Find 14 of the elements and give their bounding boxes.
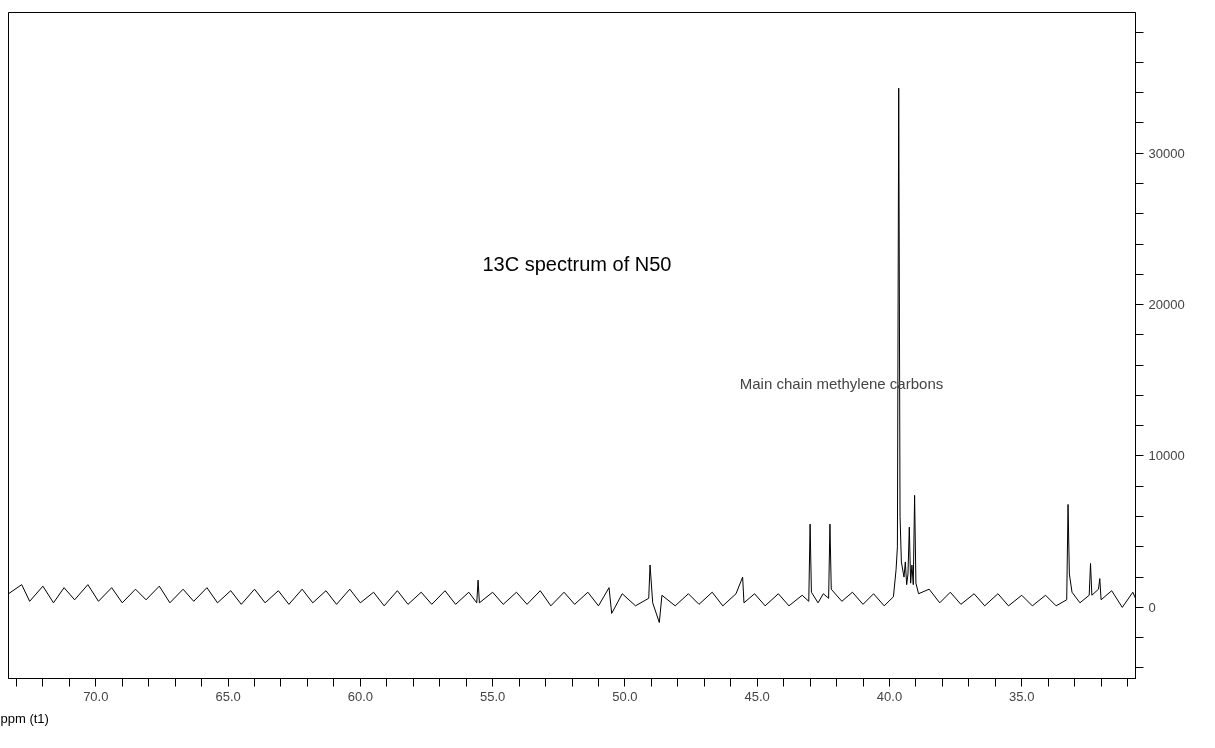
y-tick-label: 30000 — [1148, 145, 1185, 161]
y-tick-label: 20000 — [1148, 297, 1185, 313]
x-axis-title: ppm (t1) — [0, 710, 49, 726]
x-tick-label: 40.0 — [876, 688, 903, 704]
x-tick-label: 45.0 — [744, 688, 770, 704]
x-tick-label: 55.0 — [479, 688, 506, 704]
x-tick-label: 60.0 — [347, 688, 374, 704]
y-tick-label: 10000 — [1148, 448, 1185, 464]
y-tick-label: 0 — [1148, 599, 1156, 615]
x-tick-label: 70.0 — [83, 688, 109, 704]
text: 13C spectrum of N50 — [482, 252, 672, 275]
x-tick-label: 50.0 — [612, 688, 638, 704]
x-tick-label: 35.0 — [1009, 688, 1035, 704]
x-tick-label: 65.0 — [215, 688, 241, 704]
